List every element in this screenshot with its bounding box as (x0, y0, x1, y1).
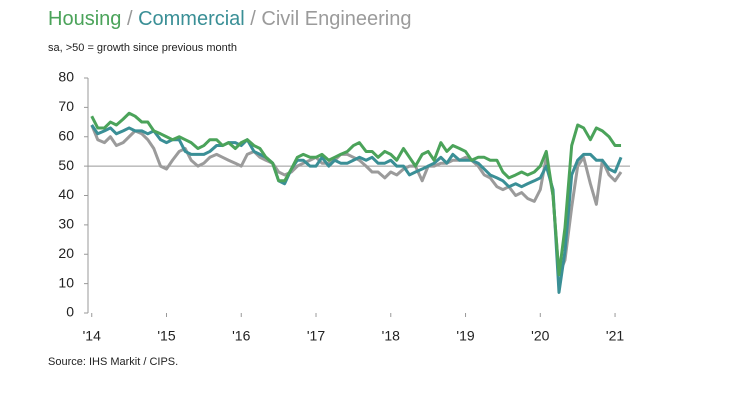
y-tick-label: 80 (58, 69, 74, 85)
x-tick-label: '14 (83, 328, 101, 344)
source: Source: IHS Markit / CIPS. (48, 356, 178, 368)
legend-civil: Civil Engineering (261, 8, 411, 30)
chart-title: Housing / Commercial / Civil Engineering (48, 8, 412, 30)
x-tick-label: '18 (382, 328, 400, 344)
y-tick-label: 10 (58, 274, 74, 290)
series-line (90, 111, 622, 277)
y-tick-label: 50 (58, 157, 74, 173)
y-tick-label: 40 (58, 186, 74, 202)
series-line (90, 124, 623, 277)
x-tick-label: '15 (157, 328, 175, 344)
x-tick-label: '20 (531, 328, 549, 344)
x-tick-label: '16 (232, 328, 250, 344)
subtitle: sa, >50 = growth since previous month (48, 42, 237, 54)
y-tick-label: 30 (58, 216, 74, 232)
title-separator: / (121, 8, 138, 30)
y-tick-label: 0 (66, 304, 74, 320)
y-tick-label: 20 (58, 245, 74, 261)
legend-housing: Housing (48, 8, 121, 30)
y-tick-label: 60 (58, 127, 74, 143)
series-line (90, 124, 623, 294)
x-tick-label: '19 (456, 328, 474, 344)
y-tick-label: 70 (58, 98, 74, 114)
x-tick-label: '21 (606, 328, 624, 344)
title-separator: / (245, 8, 262, 30)
x-tick-label: '17 (307, 328, 325, 344)
legend-commercial: Commercial (138, 8, 245, 30)
